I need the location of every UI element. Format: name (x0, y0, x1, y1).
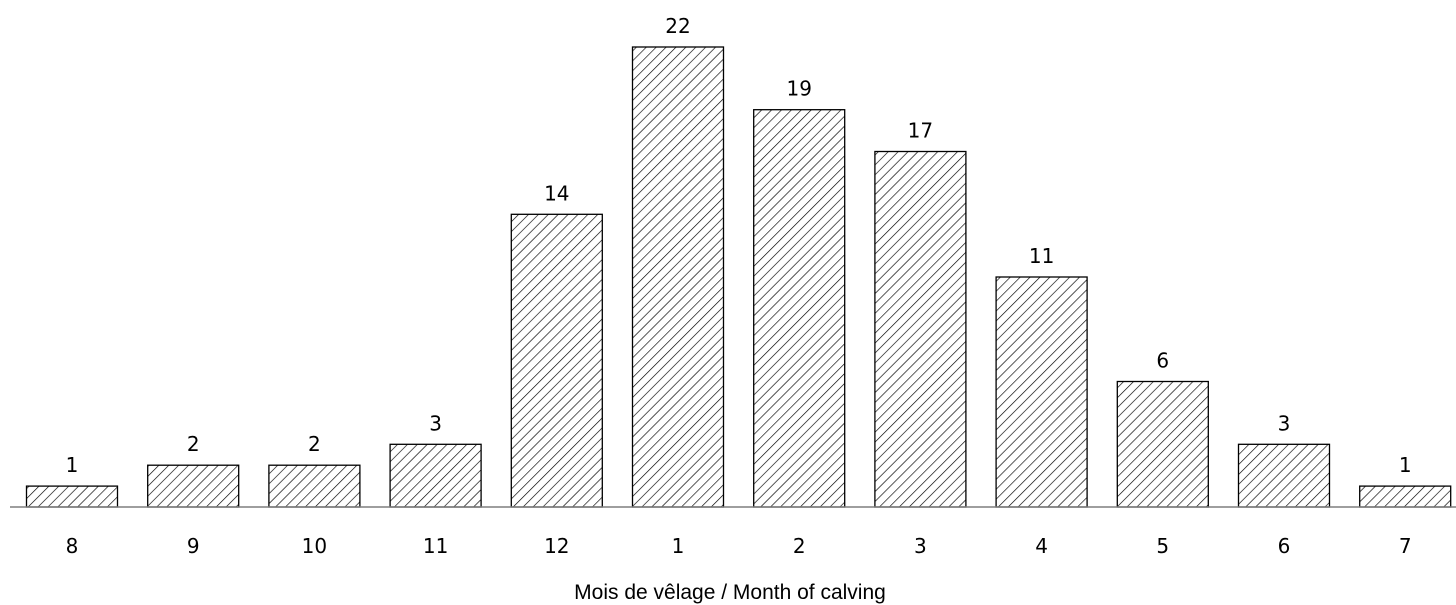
bar-value-label: 11 (1029, 244, 1054, 268)
bar (874, 150, 967, 508)
bar-value-label: 2 (187, 432, 200, 456)
bar (1237, 443, 1331, 508)
x-tick-label: 8 (66, 534, 79, 558)
x-tick-label: 2 (793, 534, 806, 558)
bar (631, 46, 725, 508)
bar (25, 485, 119, 508)
bar-value-label: 17 (908, 119, 933, 143)
bar-value-label: 6 (1156, 349, 1169, 373)
x-tick-labels-group: 8 9 10 11 12 1 2 3 4 5 6 7 (66, 534, 1412, 558)
x-tick-label: 12 (544, 534, 569, 558)
x-tick-label: 7 (1399, 534, 1412, 558)
bar (753, 109, 846, 508)
bar-value-label: 3 (429, 411, 442, 435)
x-tick-label: 3 (914, 534, 927, 558)
bar (1116, 380, 1209, 508)
bar-value-label: 1 (66, 453, 79, 477)
bar (510, 213, 603, 508)
bars-group (25, 46, 1452, 508)
x-tick-label: 5 (1156, 534, 1169, 558)
x-tick-label: 11 (423, 534, 448, 558)
bar-value-label: 22 (665, 14, 690, 38)
x-axis-title: Mois de vêlage / Month of calving (574, 581, 886, 604)
bar-value-label: 1 (1399, 453, 1412, 477)
x-tick-label: 6 (1278, 534, 1291, 558)
x-tick-label: 10 (302, 534, 327, 558)
bar (389, 443, 482, 508)
bar (995, 276, 1088, 508)
bar-value-label: 3 (1278, 411, 1291, 435)
bar (147, 464, 240, 508)
bar (268, 464, 361, 508)
x-tick-label: 4 (1035, 534, 1048, 558)
bar-value-label: 2 (308, 432, 321, 456)
x-tick-label: 9 (187, 534, 200, 558)
bar-value-label: 19 (786, 77, 811, 101)
x-tick-label: 1 (672, 534, 685, 558)
bar (1359, 485, 1452, 508)
bar-value-label: 14 (544, 181, 569, 205)
